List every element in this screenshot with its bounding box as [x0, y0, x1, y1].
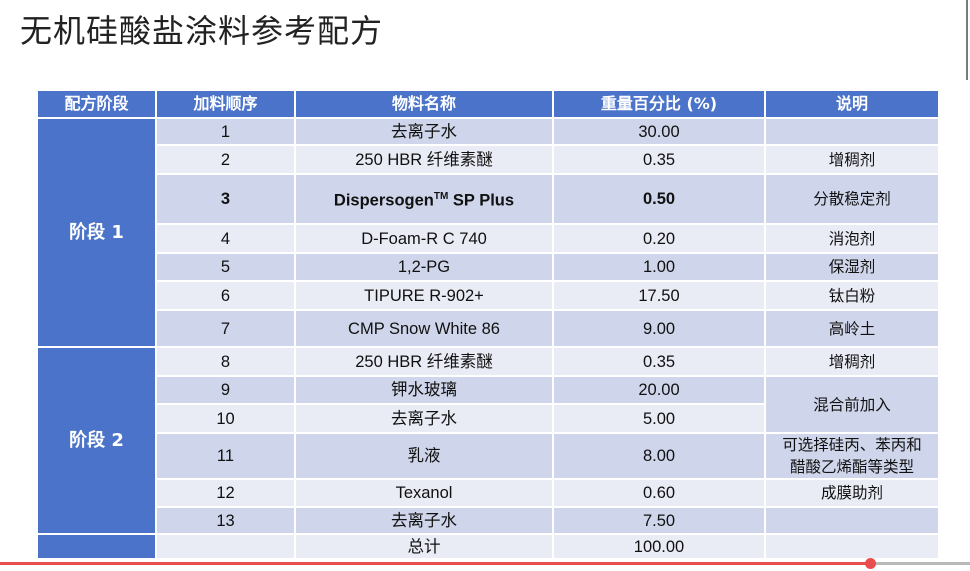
total-order-cell — [155, 533, 296, 560]
table-row: 12 Texanol 0.60 成膜助剂 — [37, 478, 940, 508]
order-cell: 9 — [155, 375, 296, 405]
total-row: 总计 100.00 — [36, 533, 940, 560]
total-label: 总计 — [294, 533, 554, 560]
material-cell: 1,2-PG — [294, 252, 554, 282]
weight-cell: 20.00 — [552, 375, 766, 405]
material-cell: D-Foam-R C 740 — [294, 223, 554, 254]
stage-1-cell: 阶段 1 — [36, 117, 157, 348]
table-row: 2 250 HBR 纤维素醚 0.35 增稠剂 — [37, 144, 940, 175]
total-weight: 100.00 — [552, 533, 766, 560]
order-cell: 4 — [155, 223, 296, 254]
formula-table: 配方阶段 加料顺序 物料名称 重量百分比 (%) 说明 阶段 1 1 去离子水 … — [36, 89, 940, 560]
header-material: 物料名称 — [294, 89, 554, 119]
weight-cell: 5.00 — [552, 403, 766, 434]
total-note-cell — [764, 533, 940, 560]
video-scrubber-handle[interactable] — [865, 558, 877, 569]
order-cell: 12 — [155, 478, 296, 508]
material-cell: CMP Snow White 86 — [294, 309, 554, 348]
material-cell: Texanol — [294, 478, 554, 508]
table-row: 10 去离子水 5.00 — [37, 403, 939, 434]
table-row: 13 去离子水 7.50 — [37, 506, 940, 535]
weight-cell: 0.35 — [552, 346, 766, 377]
note-cell: 成膜助剂 — [764, 478, 940, 508]
header-order: 加料顺序 — [155, 89, 296, 119]
note-cell: 钛白粉 — [764, 280, 940, 311]
order-cell: 6 — [155, 280, 296, 311]
order-cell: 3 — [155, 173, 296, 225]
material-cell: 钾水玻璃 — [294, 375, 554, 405]
material-cell: 去离子水 — [294, 506, 554, 535]
table-row: 4 D-Foam-R C 740 0.20 消泡剂 — [37, 223, 940, 254]
material-cell: 250 HBR 纤维素醚 — [294, 144, 554, 175]
order-cell: 1 — [155, 117, 296, 146]
weight-cell: 0.50 — [552, 173, 766, 225]
order-cell: 10 — [155, 403, 296, 434]
note-cell: 高岭土 — [764, 309, 940, 348]
weight-cell: 8.00 — [552, 432, 766, 480]
material-cell: 250 HBR 纤维素醚 — [294, 346, 554, 377]
order-cell: 7 — [155, 309, 296, 348]
table-row: 3 DispersogenTM SP Plus 0.50 分散稳定剂 — [37, 173, 940, 225]
table-row: 5 1,2-PG 1.00 保湿剂 — [37, 252, 940, 282]
weight-cell: 0.60 — [552, 478, 766, 508]
note-cell — [764, 506, 940, 535]
table-row: 11 乳液 8.00 可选择硅丙、苯丙和 醋酸乙烯酯等类型 — [37, 432, 940, 480]
video-progress-track[interactable] — [0, 558, 970, 569]
order-cell: 11 — [155, 432, 296, 480]
note-cell: 增稠剂 — [764, 346, 940, 377]
weight-cell: 0.35 — [552, 144, 766, 175]
trademark-mark: TM — [433, 191, 449, 203]
weight-cell: 9.00 — [552, 309, 766, 348]
weight-cell: 30.00 — [552, 117, 766, 146]
material-cell: 去离子水 — [294, 117, 554, 146]
video-progress-fill — [0, 562, 871, 565]
note-cell: 保湿剂 — [764, 252, 940, 282]
header-weight: 重量百分比 (%) — [552, 89, 766, 119]
stage-2-cell: 阶段 2 — [36, 346, 157, 535]
material-cell: 乳液 — [294, 432, 554, 480]
table-row: 6 TIPURE R-902+ 17.50 钛白粉 — [37, 280, 940, 311]
note-cell: 增稠剂 — [764, 144, 940, 175]
total-blank-cell — [36, 533, 157, 560]
table-row: 阶段 2 8 250 HBR 纤维素醚 0.35 增稠剂 — [36, 346, 940, 535]
window-edge — [966, 0, 968, 80]
table-header-row: 配方阶段 加料顺序 物料名称 重量百分比 (%) 说明 — [36, 89, 940, 119]
note-cell: 消泡剂 — [764, 223, 940, 254]
weight-cell: 0.20 — [552, 223, 766, 254]
header-stage: 配方阶段 — [36, 89, 157, 119]
note-line: 可选择硅丙、苯丙和 — [782, 436, 922, 454]
note-cell: 混合前加入 — [764, 375, 940, 434]
weight-cell: 7.50 — [552, 506, 766, 535]
slide-title: 无机硅酸盐涂料参考配方 — [20, 12, 384, 50]
order-cell: 5 — [155, 252, 296, 282]
order-cell: 8 — [155, 346, 296, 377]
weight-cell: 1.00 — [552, 252, 766, 282]
weight-cell: 17.50 — [552, 280, 766, 311]
table-row: 阶段 1 1 去离子水 30.00 — [36, 117, 940, 348]
note-cell — [764, 117, 940, 146]
table-row: 7 CMP Snow White 86 9.00 高岭土 — [37, 309, 940, 348]
material-cell: TIPURE R-902+ — [294, 280, 554, 311]
material-cell: 去离子水 — [294, 403, 554, 434]
header-note: 说明 — [764, 89, 940, 119]
note-line: 醋酸乙烯酯等类型 — [789, 458, 914, 476]
material-name: Dispersogen — [333, 191, 434, 210]
material-name-tail: SP Plus — [448, 191, 515, 210]
note-cell: 分散稳定剂 — [764, 173, 940, 225]
table-row: 9 钾水玻璃 20.00 混合前加入 — [37, 375, 940, 434]
order-cell: 13 — [155, 506, 296, 535]
note-cell: 可选择硅丙、苯丙和 醋酸乙烯酯等类型 — [764, 432, 940, 480]
order-cell: 2 — [155, 144, 296, 175]
material-cell: DispersogenTM SP Plus — [294, 173, 554, 225]
